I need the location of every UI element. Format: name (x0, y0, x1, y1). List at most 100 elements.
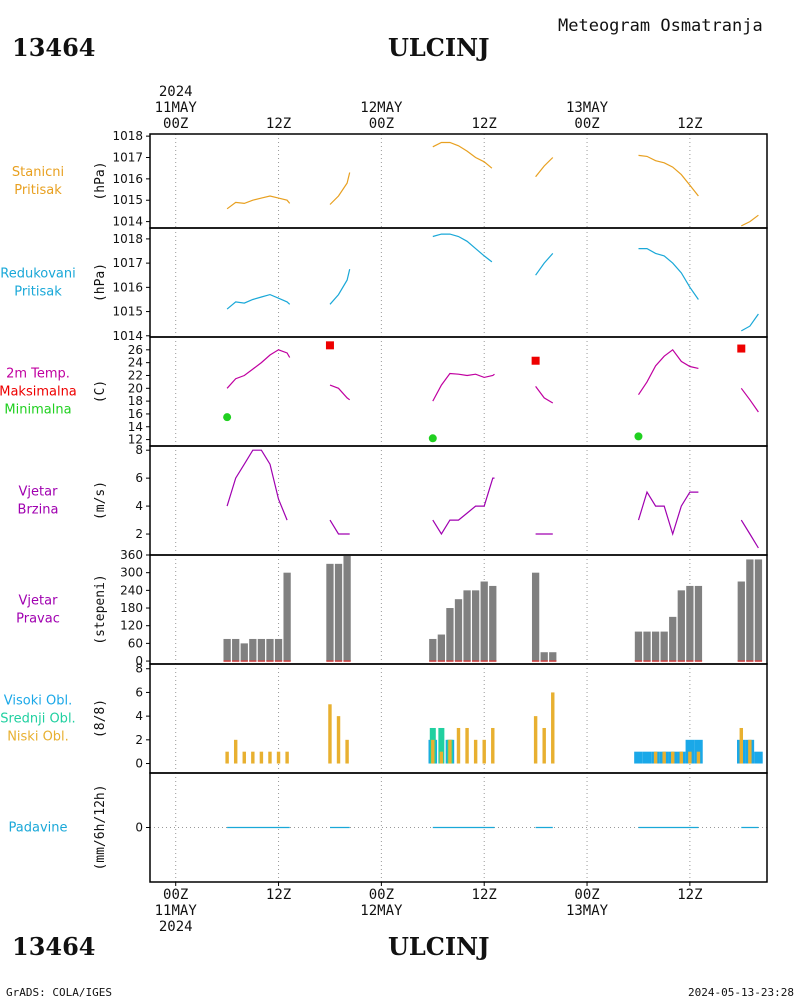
cloud-bar (642, 751, 652, 764)
y-tick-label: 1015 (112, 305, 143, 319)
y-axis-label: (m/s) (93, 481, 108, 520)
y-tick-label: 16 (128, 407, 143, 421)
max-temp-marker (737, 344, 746, 353)
cloud-bar (259, 751, 264, 764)
cloud-bar (542, 727, 546, 764)
series-line-temperatura (226, 349, 291, 389)
wind-direction-bar (266, 638, 274, 662)
series-line-redukovani (432, 233, 493, 263)
y-tick-label: 12 (128, 433, 143, 447)
max-temp-marker (531, 356, 540, 365)
cloud-bar (662, 751, 666, 764)
series-line-vjetar_brzina (637, 490, 699, 537)
series-line-redukovani (535, 253, 554, 276)
wind-direction-bar (274, 638, 283, 662)
min-temp-marker (223, 413, 232, 422)
series-line-temperatura (638, 348, 699, 396)
wind-direction-bar (454, 599, 463, 662)
cloud-bar (739, 727, 744, 764)
series-line-redukovani (638, 248, 699, 300)
panel-label: Redukovani (0, 267, 75, 282)
cloud-bar (491, 727, 495, 764)
cloud-bar (456, 727, 461, 764)
panel-label: Minimalna (4, 403, 71, 418)
y-tick-label: 2 (135, 733, 143, 747)
series-line-stanicni (432, 141, 493, 169)
wind-direction-bar (240, 643, 248, 662)
wind-direction-bar (334, 563, 343, 662)
cloud-bar (431, 739, 435, 764)
panels-frame: 1014 1015 1016 1017 1018 (hPa) Stanicni Pritisa… (0, 84, 768, 935)
station-id-bottom: 13464 (12, 932, 96, 961)
wind-direction-bar (737, 581, 745, 662)
cloud-bar (696, 751, 701, 764)
time-tick-label-bottom: 12Z (266, 887, 291, 903)
series-line-stanicni (329, 172, 351, 205)
wind-direction-bar (549, 652, 557, 662)
cloud-bar (268, 751, 272, 764)
time-tick-label-bottom: 00Z (163, 887, 188, 903)
y-axis-label: (hPa) (93, 161, 108, 200)
time-tick-label-bottom: 12Z (472, 887, 497, 903)
y-tick-label: 22 (128, 368, 143, 382)
year-label-top: 2024 (159, 84, 193, 100)
wind-direction-bar (249, 638, 257, 662)
panel-label: Pravac (16, 612, 60, 627)
cloud-bar (671, 751, 675, 764)
wind-direction-bar (463, 590, 471, 662)
cloud-bar (345, 739, 349, 764)
wind-direction-bar (540, 652, 548, 662)
y-tick-label: 6 (135, 471, 143, 485)
panel-label: 2m Temp. (6, 367, 70, 382)
panel-frame-stanicni (149, 133, 768, 229)
time-tick-label-top: 12Z (472, 116, 497, 132)
y-tick-label: 26 (128, 343, 143, 357)
wind-direction-bar (232, 638, 240, 662)
day-label-top: 11MAY (155, 100, 198, 116)
y-tick-label: 1017 (112, 256, 143, 270)
wind-direction-bar (343, 555, 351, 662)
y-tick-label: 180 (120, 601, 143, 615)
y-tick-label: 1018 (112, 232, 143, 246)
panel-label: Vjetar (19, 485, 59, 500)
wind-direction-bar (746, 559, 754, 662)
cloud-bar (533, 716, 538, 764)
panel-label: Brzina (18, 503, 59, 518)
wind-direction-bar (531, 572, 540, 662)
day-label-top: 12MAY (360, 100, 403, 116)
panel-label: Maksimalna (0, 385, 77, 400)
series-line-vjetar_brzina (740, 519, 759, 549)
y-tick-label: 2 (135, 527, 143, 541)
y-tick-label: 0 (135, 757, 143, 771)
cloud-bar (242, 751, 246, 764)
series-line-redukovani (226, 293, 291, 310)
wind-direction-bar (694, 585, 703, 662)
cloud-bar (439, 751, 444, 764)
cloud-bar (276, 751, 281, 764)
cloud-bar (233, 739, 238, 764)
series-line-vjetar_brzina (432, 477, 495, 536)
day-label-top: 13MAY (566, 100, 609, 116)
panel-frame-temperatura (149, 336, 768, 447)
y-axis-label: (mm/6h/12h) (93, 784, 108, 870)
cloud-bar (634, 751, 643, 764)
cloud-bar (551, 692, 555, 764)
series-line-temperatura (535, 386, 554, 404)
series-line-stanicni (535, 157, 554, 178)
cloud-bar (482, 739, 486, 764)
wind-direction-bar (651, 631, 660, 662)
y-tick-label: 1016 (112, 172, 143, 186)
series-line-temperatura (329, 384, 351, 401)
day-label-bottom: 11MAY (155, 903, 198, 919)
y-axis-label: (stepeni) (93, 574, 108, 644)
time-tick-label-top: 00Z (574, 116, 599, 132)
cloud-bar (448, 739, 452, 764)
cloud-bar (679, 751, 684, 764)
series-line-redukovani (329, 269, 351, 305)
wind-direction-bar (223, 638, 231, 662)
time-tick-label-top: 12Z (677, 116, 702, 132)
wind-direction-bar (257, 638, 266, 662)
panel-label: Niski Obl. (7, 730, 69, 745)
cloud-bar (225, 751, 229, 764)
